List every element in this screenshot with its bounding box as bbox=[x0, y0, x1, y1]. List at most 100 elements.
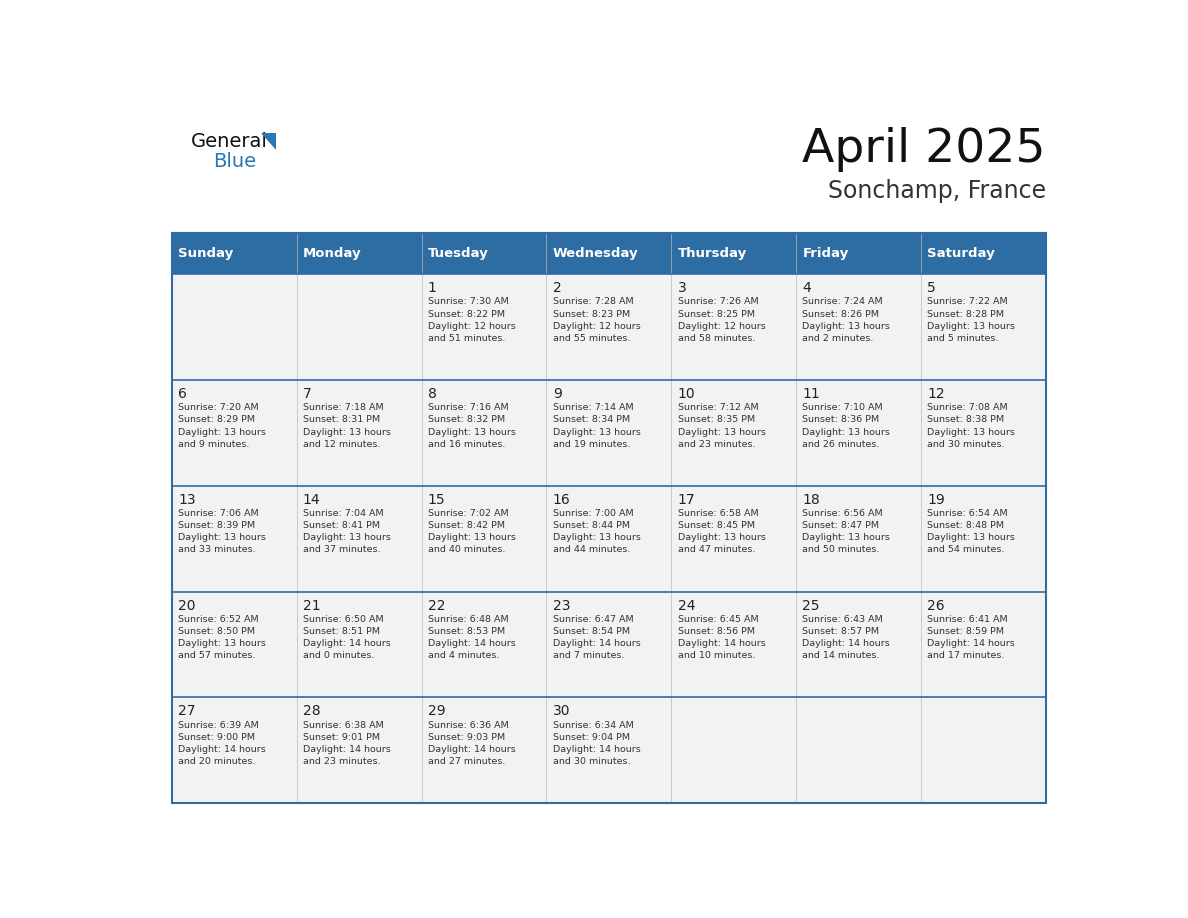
Text: 26: 26 bbox=[928, 599, 944, 612]
Bar bbox=[422, 380, 546, 486]
Text: 5: 5 bbox=[928, 281, 936, 296]
Text: Sunrise: 7:10 AM
Sunset: 8:36 PM
Daylight: 13 hours
and 26 minutes.: Sunrise: 7:10 AM Sunset: 8:36 PM Dayligh… bbox=[802, 403, 890, 449]
Bar bbox=[297, 274, 422, 380]
Text: 17: 17 bbox=[677, 493, 695, 507]
Text: 13: 13 bbox=[178, 493, 196, 507]
Text: 6: 6 bbox=[178, 387, 187, 401]
Text: 1: 1 bbox=[428, 281, 437, 296]
Text: 3: 3 bbox=[677, 281, 687, 296]
Bar bbox=[172, 591, 297, 698]
Text: Sunrise: 7:14 AM
Sunset: 8:34 PM
Daylight: 13 hours
and 19 minutes.: Sunrise: 7:14 AM Sunset: 8:34 PM Dayligh… bbox=[552, 403, 640, 449]
Text: Sunrise: 7:20 AM
Sunset: 8:29 PM
Daylight: 13 hours
and 9 minutes.: Sunrise: 7:20 AM Sunset: 8:29 PM Dayligh… bbox=[178, 403, 266, 449]
Text: Sunrise: 7:02 AM
Sunset: 8:42 PM
Daylight: 13 hours
and 40 minutes.: Sunrise: 7:02 AM Sunset: 8:42 PM Dayligh… bbox=[428, 509, 516, 554]
Bar bbox=[671, 698, 796, 803]
Bar bbox=[796, 591, 921, 698]
Text: 22: 22 bbox=[428, 599, 446, 612]
Text: Tuesday: Tuesday bbox=[428, 247, 488, 261]
Text: Sunrise: 6:45 AM
Sunset: 8:56 PM
Daylight: 14 hours
and 10 minutes.: Sunrise: 6:45 AM Sunset: 8:56 PM Dayligh… bbox=[677, 615, 765, 660]
Bar bbox=[422, 698, 546, 803]
Text: 14: 14 bbox=[303, 493, 321, 507]
Bar bbox=[546, 486, 671, 591]
Text: Sunrise: 6:34 AM
Sunset: 9:04 PM
Daylight: 14 hours
and 30 minutes.: Sunrise: 6:34 AM Sunset: 9:04 PM Dayligh… bbox=[552, 721, 640, 766]
Text: 21: 21 bbox=[303, 599, 321, 612]
Text: 23: 23 bbox=[552, 599, 570, 612]
Text: Sonchamp, France: Sonchamp, France bbox=[828, 179, 1045, 204]
Bar bbox=[546, 274, 671, 380]
Text: Sunrise: 6:54 AM
Sunset: 8:48 PM
Daylight: 13 hours
and 54 minutes.: Sunrise: 6:54 AM Sunset: 8:48 PM Dayligh… bbox=[928, 509, 1016, 554]
Text: Sunrise: 7:26 AM
Sunset: 8:25 PM
Daylight: 12 hours
and 58 minutes.: Sunrise: 7:26 AM Sunset: 8:25 PM Dayligh… bbox=[677, 297, 765, 343]
Text: 29: 29 bbox=[428, 704, 446, 719]
Bar bbox=[422, 486, 546, 591]
Text: Sunrise: 7:06 AM
Sunset: 8:39 PM
Daylight: 13 hours
and 33 minutes.: Sunrise: 7:06 AM Sunset: 8:39 PM Dayligh… bbox=[178, 509, 266, 554]
Text: Sunrise: 7:18 AM
Sunset: 8:31 PM
Daylight: 13 hours
and 12 minutes.: Sunrise: 7:18 AM Sunset: 8:31 PM Dayligh… bbox=[303, 403, 391, 449]
Text: 7: 7 bbox=[303, 387, 311, 401]
Text: 27: 27 bbox=[178, 704, 196, 719]
Bar bbox=[921, 274, 1045, 380]
Text: 24: 24 bbox=[677, 599, 695, 612]
Text: Sunrise: 6:52 AM
Sunset: 8:50 PM
Daylight: 13 hours
and 57 minutes.: Sunrise: 6:52 AM Sunset: 8:50 PM Dayligh… bbox=[178, 615, 266, 660]
Text: Sunrise: 7:24 AM
Sunset: 8:26 PM
Daylight: 13 hours
and 2 minutes.: Sunrise: 7:24 AM Sunset: 8:26 PM Dayligh… bbox=[802, 297, 890, 343]
Bar bbox=[796, 274, 921, 380]
Bar bbox=[297, 698, 422, 803]
Text: Sunrise: 7:08 AM
Sunset: 8:38 PM
Daylight: 13 hours
and 30 minutes.: Sunrise: 7:08 AM Sunset: 8:38 PM Dayligh… bbox=[928, 403, 1016, 449]
Text: 18: 18 bbox=[802, 493, 820, 507]
Text: Sunrise: 6:43 AM
Sunset: 8:57 PM
Daylight: 14 hours
and 14 minutes.: Sunrise: 6:43 AM Sunset: 8:57 PM Dayligh… bbox=[802, 615, 890, 660]
Bar bbox=[546, 698, 671, 803]
Bar bbox=[796, 698, 921, 803]
Text: 19: 19 bbox=[928, 493, 946, 507]
Text: 28: 28 bbox=[303, 704, 321, 719]
Text: Sunrise: 7:04 AM
Sunset: 8:41 PM
Daylight: 13 hours
and 37 minutes.: Sunrise: 7:04 AM Sunset: 8:41 PM Dayligh… bbox=[303, 509, 391, 554]
Bar bbox=[671, 380, 796, 486]
Text: Friday: Friday bbox=[802, 247, 848, 261]
Bar bbox=[671, 486, 796, 591]
Bar bbox=[172, 233, 1045, 274]
Text: 11: 11 bbox=[802, 387, 820, 401]
Bar bbox=[172, 274, 297, 380]
Bar bbox=[921, 591, 1045, 698]
Bar bbox=[297, 380, 422, 486]
Text: 2: 2 bbox=[552, 281, 562, 296]
Bar bbox=[297, 486, 422, 591]
Text: Sunrise: 6:56 AM
Sunset: 8:47 PM
Daylight: 13 hours
and 50 minutes.: Sunrise: 6:56 AM Sunset: 8:47 PM Dayligh… bbox=[802, 509, 890, 554]
Bar bbox=[546, 591, 671, 698]
Text: 30: 30 bbox=[552, 704, 570, 719]
Text: Sunrise: 7:16 AM
Sunset: 8:32 PM
Daylight: 13 hours
and 16 minutes.: Sunrise: 7:16 AM Sunset: 8:32 PM Dayligh… bbox=[428, 403, 516, 449]
Text: Monday: Monday bbox=[303, 247, 361, 261]
Text: 10: 10 bbox=[677, 387, 695, 401]
Bar bbox=[796, 486, 921, 591]
Text: Sunrise: 6:48 AM
Sunset: 8:53 PM
Daylight: 14 hours
and 4 minutes.: Sunrise: 6:48 AM Sunset: 8:53 PM Dayligh… bbox=[428, 615, 516, 660]
Bar bbox=[921, 698, 1045, 803]
Text: Wednesday: Wednesday bbox=[552, 247, 638, 261]
Text: Sunrise: 6:39 AM
Sunset: 9:00 PM
Daylight: 14 hours
and 20 minutes.: Sunrise: 6:39 AM Sunset: 9:00 PM Dayligh… bbox=[178, 721, 266, 766]
Text: Thursday: Thursday bbox=[677, 247, 747, 261]
Text: 20: 20 bbox=[178, 599, 196, 612]
Bar bbox=[671, 591, 796, 698]
Text: 25: 25 bbox=[802, 599, 820, 612]
Text: 15: 15 bbox=[428, 493, 446, 507]
Text: Saturday: Saturday bbox=[928, 247, 996, 261]
Bar bbox=[796, 380, 921, 486]
Text: Sunrise: 7:12 AM
Sunset: 8:35 PM
Daylight: 13 hours
and 23 minutes.: Sunrise: 7:12 AM Sunset: 8:35 PM Dayligh… bbox=[677, 403, 765, 449]
Bar bbox=[172, 380, 297, 486]
Polygon shape bbox=[261, 133, 277, 151]
Text: General: General bbox=[191, 131, 268, 151]
Text: 4: 4 bbox=[802, 281, 811, 296]
Text: 9: 9 bbox=[552, 387, 562, 401]
Text: Sunrise: 7:22 AM
Sunset: 8:28 PM
Daylight: 13 hours
and 5 minutes.: Sunrise: 7:22 AM Sunset: 8:28 PM Dayligh… bbox=[928, 297, 1016, 343]
Bar bbox=[671, 274, 796, 380]
Text: Sunrise: 6:58 AM
Sunset: 8:45 PM
Daylight: 13 hours
and 47 minutes.: Sunrise: 6:58 AM Sunset: 8:45 PM Dayligh… bbox=[677, 509, 765, 554]
Bar bbox=[422, 274, 546, 380]
Text: Sunrise: 7:00 AM
Sunset: 8:44 PM
Daylight: 13 hours
and 44 minutes.: Sunrise: 7:00 AM Sunset: 8:44 PM Dayligh… bbox=[552, 509, 640, 554]
Text: April 2025: April 2025 bbox=[802, 127, 1045, 172]
Text: Sunrise: 6:38 AM
Sunset: 9:01 PM
Daylight: 14 hours
and 23 minutes.: Sunrise: 6:38 AM Sunset: 9:01 PM Dayligh… bbox=[303, 721, 391, 766]
Text: 8: 8 bbox=[428, 387, 437, 401]
Text: Sunrise: 6:41 AM
Sunset: 8:59 PM
Daylight: 14 hours
and 17 minutes.: Sunrise: 6:41 AM Sunset: 8:59 PM Dayligh… bbox=[928, 615, 1015, 660]
Text: Sunrise: 7:30 AM
Sunset: 8:22 PM
Daylight: 12 hours
and 51 minutes.: Sunrise: 7:30 AM Sunset: 8:22 PM Dayligh… bbox=[428, 297, 516, 343]
Text: Sunrise: 6:47 AM
Sunset: 8:54 PM
Daylight: 14 hours
and 7 minutes.: Sunrise: 6:47 AM Sunset: 8:54 PM Dayligh… bbox=[552, 615, 640, 660]
Bar bbox=[297, 591, 422, 698]
Bar bbox=[172, 233, 1045, 803]
Text: 16: 16 bbox=[552, 493, 570, 507]
Bar bbox=[921, 380, 1045, 486]
Text: Blue: Blue bbox=[213, 151, 255, 171]
Text: 12: 12 bbox=[928, 387, 944, 401]
